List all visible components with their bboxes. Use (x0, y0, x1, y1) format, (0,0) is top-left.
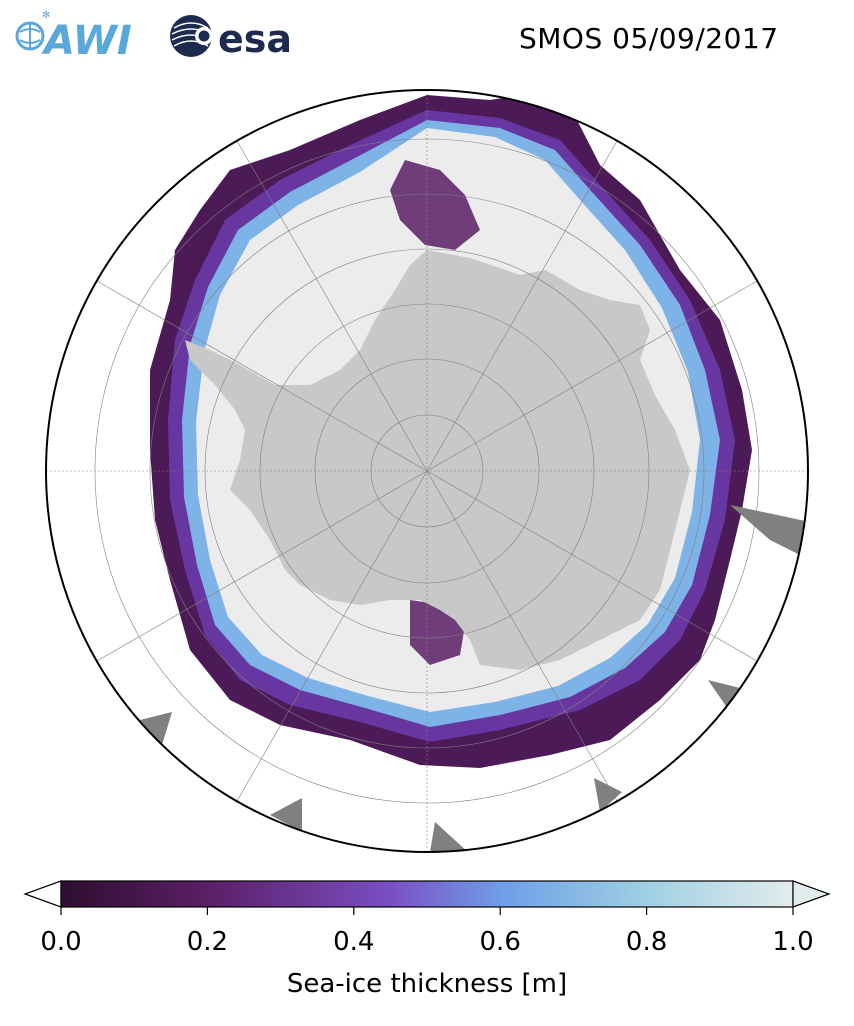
sea-ice-map (45, 89, 809, 853)
colorbar-extend-high (792, 880, 831, 908)
svg-text:✻: ✻ (42, 10, 50, 21)
colorbar-tick-label: 0.2 (187, 927, 228, 957)
no-data-wedge-sw1 (270, 798, 302, 832)
esa-logo-text: esa (218, 17, 292, 61)
awi-logo: ✻ AWI (15, 10, 132, 64)
colorbar-tick-label: 0.8 (626, 927, 667, 957)
colorbar-bar (60, 880, 794, 908)
map-boundary (45, 89, 809, 853)
colorbar-ticks: 0.0 0.2 0.4 0.6 0.8 1.0 (40, 907, 814, 957)
colorbar-tick-label: 0.6 (480, 927, 521, 957)
logo-bar: ✻ AWI esa (15, 10, 292, 64)
colorbar-label: Sea-ice thickness [m] (287, 969, 567, 999)
colorbar-tick-label: 1.0 (772, 927, 813, 957)
antarctica-land (185, 250, 690, 670)
no-data-wedge-east (730, 505, 808, 560)
map-title: SMOS 05/09/2017 (519, 22, 779, 55)
colorbar-tick-label: 0.0 (40, 927, 81, 957)
thin-ice-patch-weddell (390, 160, 480, 250)
esa-logo: esa (170, 15, 292, 61)
no-data-wedge-sw2 (140, 712, 172, 745)
colorbar-extend-low (23, 880, 62, 908)
colorbar-tick-label: 0.4 (333, 927, 374, 957)
graticule (46, 90, 808, 852)
awi-logo-text: AWI (41, 18, 132, 64)
no-data-wedge-s (430, 822, 468, 852)
no-data-wedge-se2 (594, 778, 622, 812)
